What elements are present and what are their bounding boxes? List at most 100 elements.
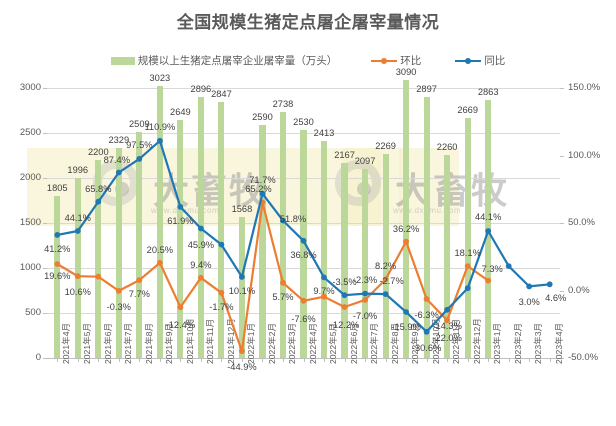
data-point[interactable]: [505, 263, 512, 269]
y-axis-tick-left: [43, 313, 47, 314]
data-point[interactable]: [115, 169, 122, 176]
y-axis-label-left: 500: [25, 307, 41, 318]
bar[interactable]: [177, 119, 184, 358]
data-point[interactable]: [157, 259, 163, 266]
data-point[interactable]: [444, 306, 450, 313]
x-axis-tick: [159, 358, 161, 362]
data-point[interactable]: [198, 274, 204, 281]
huanbi-value-label: -12.2%: [329, 319, 360, 330]
data-point[interactable]: [362, 297, 368, 303]
y-axis-tick-left: [43, 178, 47, 179]
legend-label-huanbi: 环比: [400, 55, 422, 67]
bar[interactable]: [54, 195, 61, 358]
y-axis-label-left: 3000: [19, 82, 41, 93]
x-axis-tick: [426, 358, 428, 362]
data-point[interactable]: [403, 238, 409, 245]
data-point[interactable]: [382, 276, 389, 283]
data-point[interactable]: [115, 288, 122, 294]
bar[interactable]: [403, 79, 410, 358]
data-point[interactable]: [177, 304, 184, 311]
data-point[interactable]: [218, 289, 225, 296]
x-axis-tick: [139, 358, 141, 362]
data-point[interactable]: [423, 328, 430, 335]
data-point[interactable]: [546, 281, 553, 288]
tongbi-value-label: 87.4%: [103, 154, 130, 165]
bar-value-label: 2167: [334, 149, 355, 160]
data-point[interactable]: [485, 228, 492, 234]
data-point[interactable]: [157, 137, 163, 144]
data-point[interactable]: [362, 290, 368, 297]
data-point[interactable]: [444, 317, 450, 324]
data-point[interactable]: [526, 283, 533, 290]
legend-item-bar[interactable]: 规模以上生猪定点屠宰企业屠宰量（万头）: [110, 53, 337, 68]
tongbi-value-label: 110.9%: [144, 121, 176, 132]
data-point[interactable]: [464, 263, 471, 269]
data-point[interactable]: [321, 293, 327, 300]
legend-tongbi-swatch: [455, 55, 482, 66]
data-point[interactable]: [136, 277, 143, 283]
bar[interactable]: [361, 169, 369, 358]
bar[interactable]: [444, 154, 451, 358]
x-axis-tick: [118, 358, 120, 362]
legend-item-huanbi[interactable]: 环比: [371, 53, 421, 68]
data-point[interactable]: [218, 241, 225, 248]
data-point[interactable]: [74, 228, 81, 234]
bar[interactable]: [74, 178, 81, 358]
y-axis-tick-right: [560, 155, 564, 157]
huanbi-value-label: 65.2%: [245, 184, 272, 195]
data-point[interactable]: [485, 277, 492, 284]
legend-label-tongbi: 同比: [484, 55, 506, 67]
data-point[interactable]: [280, 217, 286, 224]
bar[interactable]: [156, 85, 163, 358]
bar-value-label: 2847: [211, 88, 232, 99]
bar[interactable]: [136, 132, 143, 358]
bar[interactable]: [279, 111, 287, 358]
tongbi-value-label: 9.7%: [313, 286, 335, 297]
data-point[interactable]: [403, 309, 409, 315]
bar[interactable]: [423, 97, 430, 358]
data-point[interactable]: [54, 261, 61, 267]
data-point[interactable]: [341, 292, 348, 299]
bar[interactable]: [464, 117, 471, 358]
bar[interactable]: [95, 160, 102, 358]
data-point[interactable]: [198, 225, 204, 232]
data-point[interactable]: [300, 237, 307, 244]
tongbi-value-label: 45.9%: [187, 239, 215, 250]
data-point[interactable]: [300, 297, 307, 304]
bar-value-label: 2329: [108, 135, 130, 146]
data-point[interactable]: [259, 190, 266, 197]
data-point[interactable]: [239, 348, 245, 354]
data-point[interactable]: [74, 273, 81, 280]
bar[interactable]: [382, 153, 389, 358]
bar[interactable]: [115, 148, 122, 358]
x-axis-tick: [529, 358, 531, 362]
data-point[interactable]: [280, 279, 286, 286]
y-axis-label-right: 150.0%: [568, 82, 601, 93]
data-point[interactable]: [95, 198, 102, 205]
bar[interactable]: [341, 162, 348, 358]
data-point[interactable]: [341, 304, 348, 310]
data-point[interactable]: [136, 156, 143, 162]
data-point[interactable]: [177, 204, 184, 210]
legend-item-tongbi[interactable]: 同比: [455, 53, 505, 68]
bar[interactable]: [238, 216, 245, 358]
data-point[interactable]: [95, 273, 102, 280]
y-axis-label-left: 2500: [19, 127, 41, 138]
y-axis-label-right: 0.0%: [568, 284, 590, 296]
data-point[interactable]: [464, 285, 471, 292]
data-point[interactable]: [423, 296, 430, 302]
x-axis-tick: [385, 358, 387, 362]
bar-value-label: 3090: [395, 66, 417, 77]
x-axis-tick: [488, 358, 490, 362]
data-point[interactable]: [54, 232, 61, 238]
bar[interactable]: [300, 130, 307, 358]
bar[interactable]: [320, 140, 328, 358]
x-axis-tick: [241, 358, 243, 362]
y-axis-tick-right: [560, 290, 564, 292]
data-point[interactable]: [382, 291, 389, 297]
bar[interactable]: [218, 101, 225, 358]
data-point[interactable]: [239, 274, 245, 280]
bar[interactable]: [259, 124, 266, 358]
huanbi-value-label: -44.9%: [227, 362, 257, 373]
data-point[interactable]: [321, 274, 327, 281]
